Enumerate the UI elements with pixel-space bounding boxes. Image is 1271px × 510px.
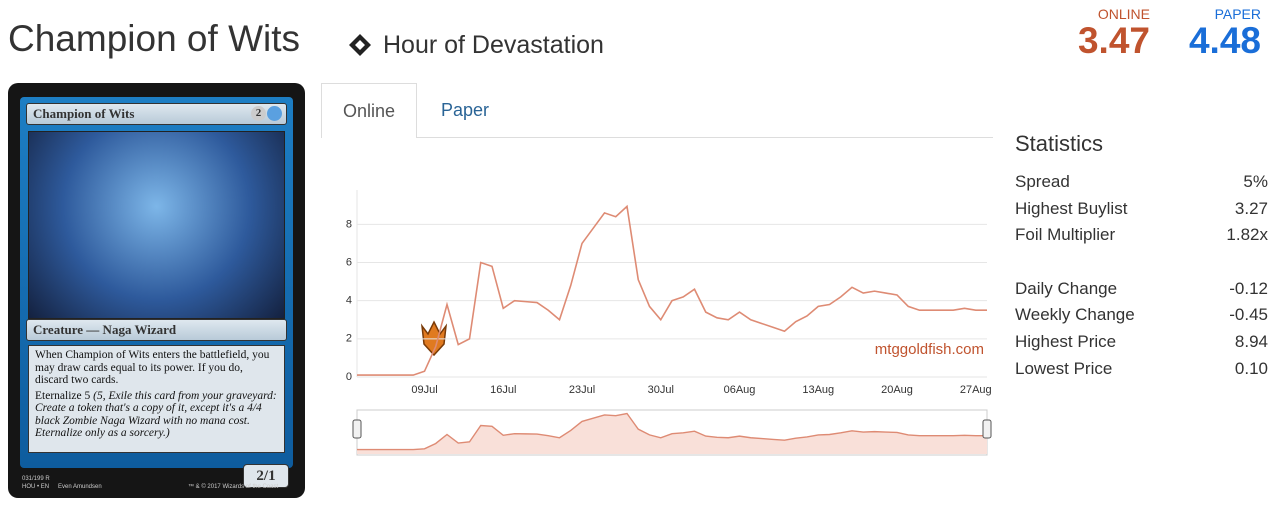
x-tick-label: 23Jul [569, 384, 595, 396]
price-label: ONLINE [1097, 6, 1150, 22]
price-line [357, 204, 987, 376]
y-tick-label: 4 [346, 295, 352, 307]
stat-value: 5% [1243, 172, 1268, 191]
x-tick-label: 06Aug [724, 384, 756, 396]
collector-number: 031/199 R [22, 476, 50, 482]
x-tick-label: 13Aug [802, 384, 834, 396]
tab-paper[interactable]: Paper [441, 100, 490, 120]
card-image: Champion of Wits 2 Creature — Naga Wizar… [8, 83, 305, 498]
rules-text: When Champion of Wits enters the battlef… [35, 349, 270, 386]
card-name-bar: Champion of Wits 2 [26, 103, 287, 125]
set-line: HOU • EN [22, 484, 50, 490]
stat-value: 8.94 [1234, 332, 1268, 351]
price-label: PAPER [1214, 6, 1261, 22]
stats-title: Statistics [1015, 131, 1104, 156]
stat-value: 1.82x [1226, 225, 1268, 244]
price-value: 4.48 [1188, 20, 1261, 61]
tab-online[interactable]: Online [321, 83, 417, 138]
x-tick-label: 27Aug [960, 384, 992, 396]
stat-value: 0.10 [1234, 359, 1268, 378]
stat-label: Highest Price [1015, 332, 1117, 351]
stat-value: -0.12 [1229, 279, 1268, 298]
y-tick-label: 6 [346, 256, 352, 268]
x-tick-label: 30Jul [648, 384, 674, 396]
power-toughness: 2/1 [243, 464, 289, 488]
y-tick-label: 8 [346, 218, 352, 230]
card-name: Champion of Wits [33, 106, 135, 121]
x-tick-label: 09Jul [411, 384, 437, 396]
card-title: Champion of Wits [8, 18, 300, 59]
artist: Even Amundsen [58, 484, 102, 490]
set-name: Hour of Devastation [383, 31, 604, 59]
copyright: ™ & © 2017 Wizards of the Coast [188, 484, 279, 490]
set-icon [349, 34, 371, 56]
rules-box: When Champion of Wits enters the battlef… [28, 345, 285, 453]
card-art [28, 131, 285, 319]
stat-label: Daily Change [1015, 279, 1118, 298]
x-tick-label: 20Aug [881, 384, 913, 396]
stat-value: 3.27 [1234, 199, 1268, 218]
navigator-line [357, 412, 987, 451]
type-line: Creature — Naga Wizard [33, 322, 177, 337]
stat-label: Weekly Change [1015, 305, 1135, 324]
mana-cost: 2 [251, 106, 266, 121]
stat-value: -0.45 [1229, 305, 1268, 324]
tab-border [417, 137, 993, 138]
y-tick-label: 2 [346, 333, 352, 345]
x-tick-label: 16Jul [490, 384, 516, 396]
stat-label: Lowest Price [1015, 359, 1113, 378]
stat-label: Highest Buylist [1015, 199, 1128, 218]
price-value: 3.47 [1077, 20, 1150, 61]
price-chart: mtggoldfish.com 0 2 4 6 8 09Jul 16Jul 23Jul 30Ju… [346, 190, 992, 456]
keyword: Eternalize [35, 389, 82, 402]
mana-symbol [267, 106, 282, 121]
type-bar: Creature — Naga Wizard [26, 319, 287, 341]
stat-label: Spread [1015, 172, 1070, 191]
reminder-text: (5, Exile this card from your graveyard:… [35, 389, 277, 440]
card-frame: Champion of Wits 2 Creature — Naga Wizar… [20, 97, 293, 488]
navigator-handle [982, 419, 992, 439]
eternalize-cost: 5 [84, 389, 91, 402]
y-tick-label: 0 [346, 371, 352, 383]
stat-label: Foil Multiplier [1015, 225, 1116, 244]
watermark: mtggoldfish.com [875, 341, 984, 358]
navigator-handle [352, 419, 362, 439]
